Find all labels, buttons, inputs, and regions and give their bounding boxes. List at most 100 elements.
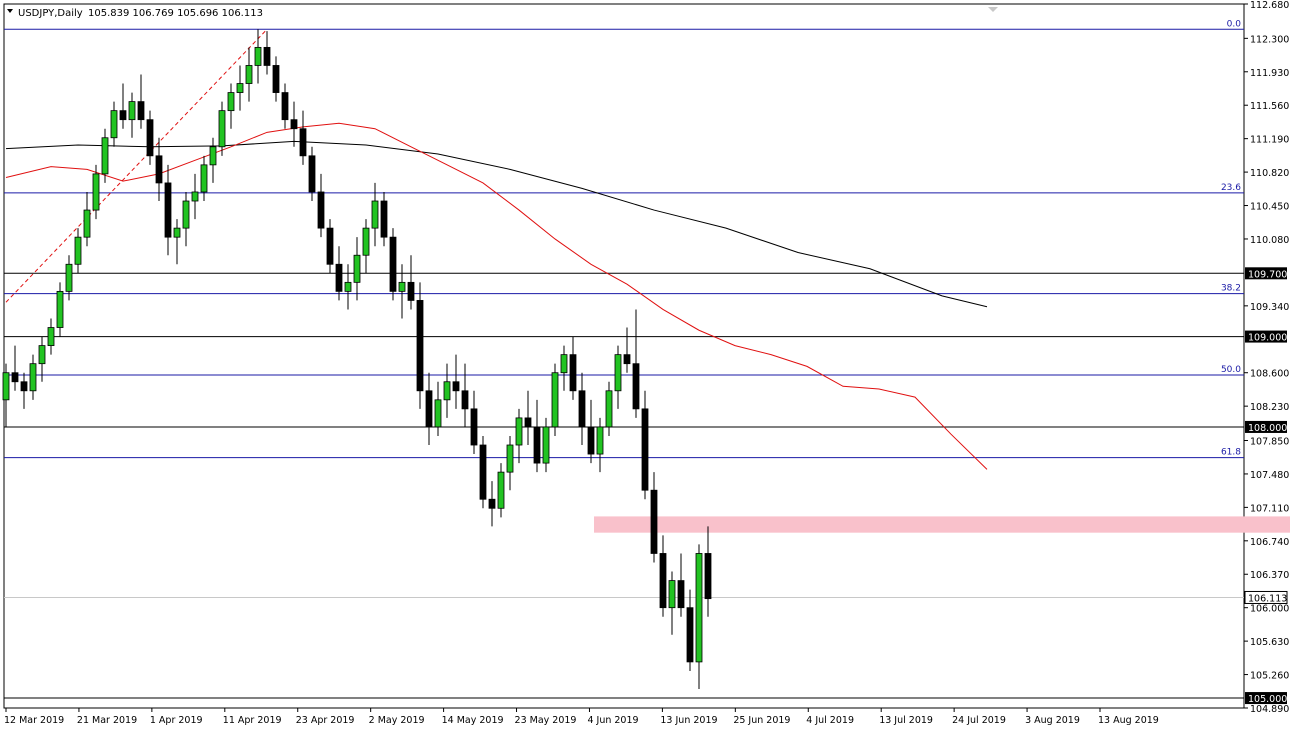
- candle-body: [164, 182, 172, 238]
- level-price-label: 109.700: [1248, 269, 1287, 280]
- candle-body: [389, 236, 397, 292]
- candle-body: [677, 580, 685, 609]
- candle: [659, 535, 667, 617]
- candle-body: [506, 444, 514, 473]
- candle-body: [659, 553, 667, 609]
- ohlc-values: 105.839 106.769 105.696 106.113: [88, 8, 263, 19]
- candle-body: [2, 372, 10, 401]
- candle-body: [479, 444, 487, 500]
- fib-level-label: 38.2: [1221, 284, 1241, 294]
- candle-body: [470, 408, 478, 446]
- slow-moving-average: [5, 140, 988, 308]
- fib-level-label: 23.6: [1221, 183, 1241, 193]
- level-price-label: 105.000: [1248, 694, 1287, 705]
- candle-body: [551, 372, 559, 428]
- x-tick-label: 13 Jun 2019: [660, 715, 717, 726]
- candle: [551, 363, 559, 436]
- candle: [704, 526, 712, 617]
- candle-body: [29, 363, 37, 392]
- candle-body: [11, 372, 19, 383]
- candle-body: [146, 119, 154, 157]
- candle: [47, 318, 55, 355]
- candle: [515, 408, 523, 464]
- candle-body: [38, 345, 46, 365]
- current-price-box: [1244, 590, 1288, 604]
- candle: [362, 219, 370, 274]
- x-tick-label: 4 Jul 2019: [806, 715, 854, 726]
- candle-body: [371, 200, 379, 229]
- candle-body: [542, 426, 550, 464]
- current-price-label: 106.113: [1248, 593, 1287, 604]
- candle: [353, 237, 361, 301]
- candle: [74, 228, 82, 274]
- candle: [308, 146, 316, 202]
- y-tick-label: 104.890: [1250, 704, 1289, 715]
- candle: [326, 219, 334, 274]
- candle-body: [137, 101, 145, 121]
- candle-body: [254, 46, 262, 66]
- candle-body: [155, 155, 163, 184]
- x-tick-label: 12 Mar 2019: [4, 715, 64, 726]
- candle-body: [569, 354, 577, 392]
- y-tick-label: 106.740: [1250, 537, 1289, 548]
- y-tick-label: 106.000: [1250, 604, 1289, 615]
- x-tick-label: 13 Aug 2019: [1098, 715, 1159, 726]
- candle-body: [227, 92, 235, 112]
- candle-body: [605, 390, 613, 428]
- fib-level-label: 0.0: [1227, 19, 1242, 29]
- candle: [686, 589, 694, 671]
- candle-body: [704, 553, 712, 600]
- x-tick-label: 13 Jul 2019: [879, 715, 933, 726]
- symbol-label: USDJPY,Daily: [18, 8, 83, 19]
- level-price-box: [1245, 330, 1287, 343]
- candle: [623, 327, 631, 373]
- candle-body: [110, 110, 118, 139]
- x-tick-label: 2 May 2019: [369, 715, 425, 726]
- candle-body: [191, 191, 199, 202]
- y-tick-label: 108.600: [1250, 369, 1289, 380]
- candle: [317, 173, 325, 238]
- candle: [452, 354, 460, 409]
- candle: [524, 390, 532, 446]
- candle: [533, 399, 541, 473]
- candle-body: [623, 354, 631, 365]
- candle: [218, 101, 226, 156]
- candle-body: [686, 607, 694, 663]
- candle-body: [83, 209, 91, 238]
- candle-body: [281, 92, 289, 121]
- level-price-label: 108.000: [1248, 423, 1287, 434]
- candle-body: [461, 390, 469, 410]
- x-tick-label: 3 Aug 2019: [1025, 715, 1080, 726]
- candle-body: [614, 354, 622, 392]
- candle: [29, 354, 37, 400]
- support-zone-layer: [594, 516, 1290, 533]
- y-tick-label: 112.300: [1250, 34, 1289, 45]
- candle-body: [263, 46, 271, 66]
- time-axis: 12 Mar 2019 21 Mar 2019 1 Apr 2019 11 Apr 2…: [4, 708, 1159, 726]
- candle: [254, 29, 262, 84]
- candle: [119, 83, 127, 129]
- candle: [227, 83, 235, 129]
- candle: [407, 255, 415, 310]
- candle-body: [380, 200, 388, 238]
- candle: [344, 264, 352, 310]
- dropdown-triangle-icon[interactable]: [7, 9, 13, 13]
- fib-level-label: 50.0: [1221, 365, 1241, 375]
- candle: [236, 65, 244, 111]
- candle: [11, 345, 19, 391]
- x-tick-label: 24 Jul 2019: [952, 715, 1006, 726]
- y-tick-label: 105.260: [1250, 671, 1289, 682]
- candle-body: [326, 227, 334, 265]
- candle: [569, 336, 577, 400]
- y-tick-label: 107.110: [1250, 503, 1289, 514]
- candle: [650, 472, 658, 563]
- price-axis: 109.700 109.000 108.000 105.000 112.680 112.3…: [1244, 0, 1289, 715]
- chart-header: USDJPY,Daily 105.839 106.769 105.696 106…: [7, 8, 263, 19]
- candle: [164, 164, 172, 256]
- candle: [542, 417, 550, 473]
- scroll-shift-icon[interactable]: [988, 7, 998, 12]
- candle: [605, 381, 613, 436]
